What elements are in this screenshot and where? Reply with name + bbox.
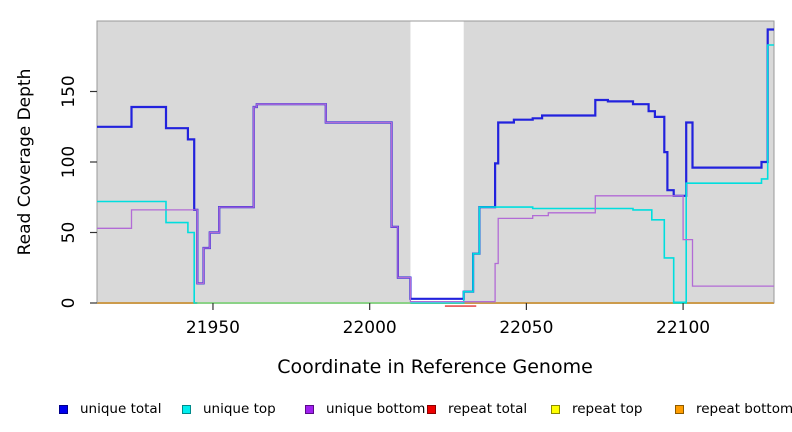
legend: unique total unique top unique bottom re…	[0, 399, 792, 423]
legend-item-repeat-total: repeat total	[427, 399, 527, 419]
legend-item-unique-bottom: unique bottom	[305, 399, 425, 419]
legend-label: unique total	[80, 401, 162, 417]
x-tick-label: 22050	[499, 318, 553, 338]
legend-label: repeat top	[572, 401, 643, 417]
unique-total-swatch-icon	[59, 404, 68, 414]
legend-item-repeat-top: repeat top	[551, 399, 642, 419]
y-tick-label: 0	[59, 298, 79, 309]
axes: 21950 22000 22050 22100 0 50 100 150	[59, 75, 710, 338]
repeat-bottom-swatch-icon	[675, 404, 684, 414]
legend-label: unique bottom	[326, 401, 426, 417]
masked-no-data-region	[410, 21, 464, 303]
legend-item-repeat-bottom: repeat bottom	[675, 399, 792, 419]
series-unique-top-line	[97, 44, 774, 304]
x-tick-label: 22000	[343, 318, 397, 338]
legend-label: unique top	[203, 401, 276, 417]
x-axis-title: Coordinate in Reference Genome	[277, 356, 593, 378]
x-tick-label: 21950	[186, 318, 240, 338]
y-tick-label: 100	[59, 146, 79, 178]
unique-top-swatch-icon	[182, 404, 191, 414]
y-axis-title: Read Coverage Depth	[15, 69, 35, 256]
x-tick-label: 22100	[656, 318, 710, 338]
legend-item-unique-total: unique total	[59, 399, 161, 419]
legend-label: repeat bottom	[696, 401, 792, 417]
y-tick-label: 150	[59, 75, 79, 107]
repeat-top-swatch-icon	[551, 404, 560, 414]
plot-area	[96, 20, 775, 307]
legend-item-unique-top: unique top	[182, 399, 276, 419]
legend-label: repeat total	[448, 401, 528, 417]
unique-bottom-swatch-icon	[305, 404, 314, 414]
y-tick-label: 50	[59, 222, 79, 244]
series-unique-bottom-line	[97, 103, 774, 303]
repeat-total-swatch-icon	[427, 404, 436, 414]
